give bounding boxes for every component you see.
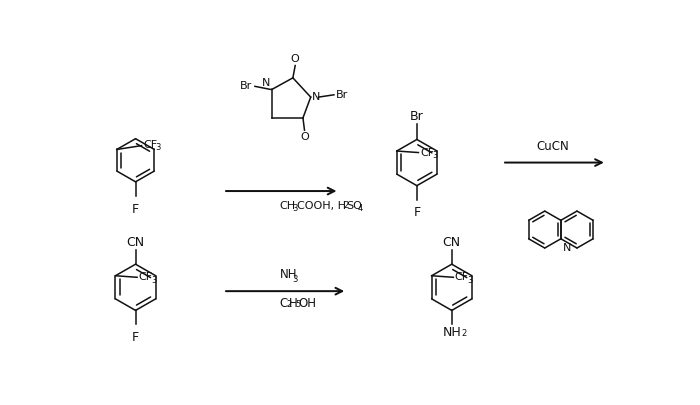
Text: 4: 4: [357, 204, 363, 213]
Text: 3: 3: [292, 204, 298, 213]
Text: Br: Br: [240, 81, 253, 91]
Text: 2: 2: [343, 201, 349, 210]
Text: CN: CN: [442, 236, 461, 249]
Text: CF: CF: [455, 272, 469, 282]
Text: O: O: [290, 54, 300, 64]
Text: 2: 2: [461, 329, 466, 338]
Text: N: N: [262, 78, 270, 88]
Text: C: C: [280, 296, 288, 309]
Text: 3: 3: [151, 276, 156, 285]
Text: OH: OH: [298, 296, 316, 309]
Text: CF: CF: [420, 147, 434, 158]
Text: 2: 2: [286, 300, 291, 309]
Text: NH: NH: [442, 326, 461, 339]
Text: O: O: [300, 132, 309, 142]
Text: F: F: [132, 331, 139, 344]
Text: CF: CF: [139, 272, 153, 282]
Text: 3: 3: [433, 151, 438, 160]
Text: COOH, H: COOH, H: [297, 201, 346, 211]
Text: 5: 5: [295, 300, 300, 309]
Text: SO: SO: [346, 201, 362, 211]
Text: N: N: [564, 243, 572, 253]
Text: F: F: [413, 207, 421, 220]
Text: 3: 3: [155, 143, 161, 152]
Text: CH: CH: [280, 201, 296, 211]
Text: H: H: [289, 296, 298, 309]
Text: Br: Br: [335, 90, 348, 100]
Text: Br: Br: [410, 109, 424, 123]
Text: CN: CN: [127, 236, 145, 249]
Text: 3: 3: [292, 275, 298, 284]
Text: F: F: [132, 202, 139, 215]
Text: CF: CF: [143, 140, 158, 150]
Text: 3: 3: [468, 276, 472, 285]
Text: NH: NH: [280, 268, 298, 281]
Text: CuCN: CuCN: [536, 140, 569, 153]
Text: N: N: [312, 92, 321, 102]
